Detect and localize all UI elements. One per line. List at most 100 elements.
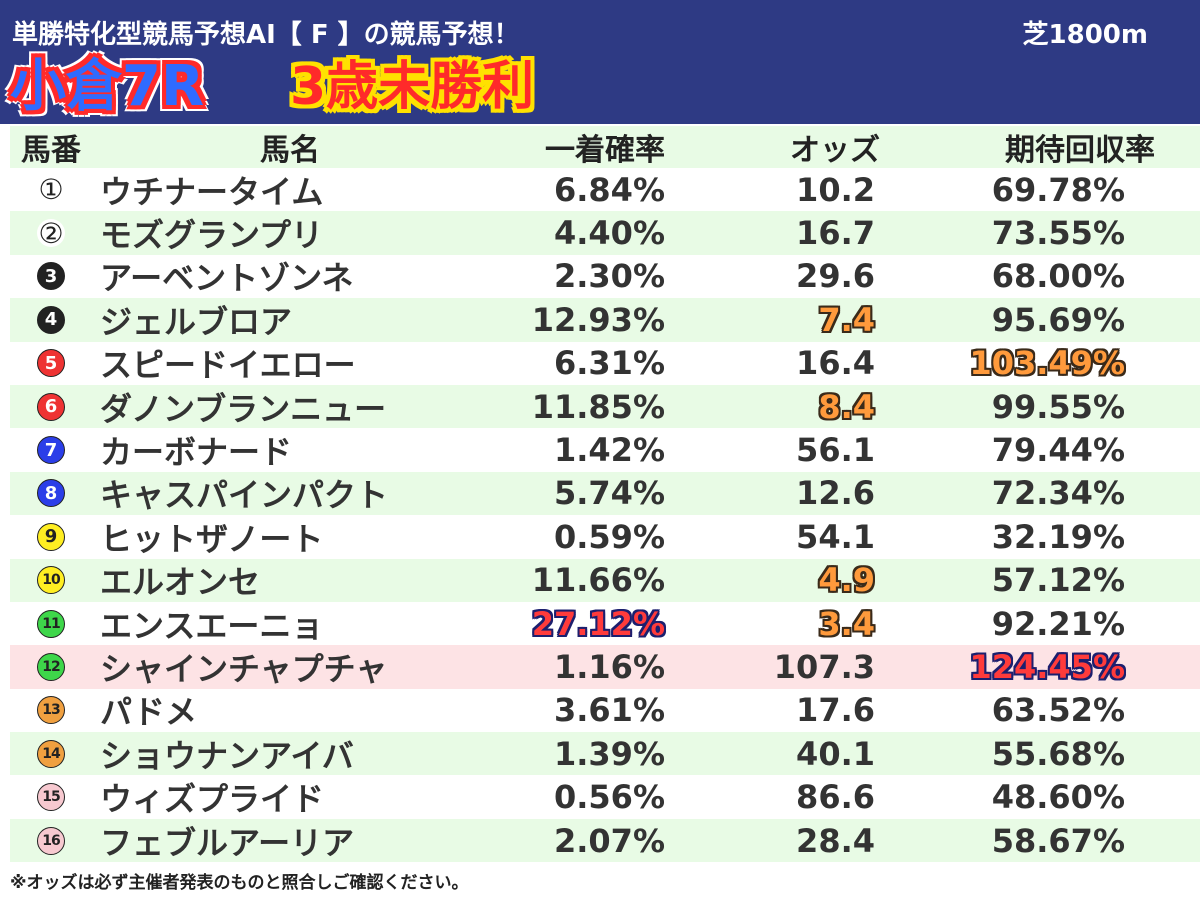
table-row: 12 シャインチャプチャ 1.16% 107.3 124.45% <box>10 645 1200 689</box>
expected-return-cell: 48.60% <box>890 775 1125 818</box>
win-probability-cell: 1.42% <box>410 428 665 471</box>
table-row: 6 ダノンブランニュー 11.85% 8.4 99.55% <box>10 384 1200 429</box>
horse-name-cell-value: ジェルブロア <box>100 302 293 341</box>
win-probability-cell-value: 4.40% <box>553 214 665 253</box>
odds-cell-value: 4.9 <box>818 561 875 600</box>
horse-number-badge: 7 <box>37 436 65 465</box>
horse-number-cell: 13 <box>10 689 92 732</box>
odds-cell: 56.1 <box>670 428 875 471</box>
horse-name-cell: ジェルブロア <box>100 298 500 341</box>
expected-return-cell: 57.12% <box>890 559 1125 602</box>
odds-cell-value: 28.4 <box>796 821 875 860</box>
table-header-row: 馬番 馬名 一着確率 オッズ 期待回収率 <box>10 126 1200 168</box>
win-probability-cell: 12.93% <box>410 298 665 341</box>
win-probability-cell: 1.39% <box>410 732 665 775</box>
win-probability-cell: 0.56% <box>410 775 665 818</box>
expected-return-cell-value: 69.78% <box>991 170 1125 209</box>
win-probability-cell: 0.59% <box>410 515 665 558</box>
column-header-expected-return: 期待回収率 <box>1005 133 1155 168</box>
win-probability-cell-value: 1.39% <box>553 734 665 773</box>
horse-name-cell-value: フェブルアーリア <box>100 823 355 862</box>
odds-cell-value: 56.1 <box>796 431 875 470</box>
odds-cell-value: 12.6 <box>796 474 875 513</box>
horse-name-cell: アーベントゾンネ <box>100 255 500 298</box>
win-probability-cell-value: 0.56% <box>553 778 665 817</box>
odds-cell: 29.6 <box>670 255 875 298</box>
odds-cell-value: 7.4 <box>818 300 875 339</box>
expected-return-cell-value: 68.00% <box>991 257 1125 296</box>
table-row: 5 スピードイエロー 6.31% 16.4 103.49% <box>10 341 1200 385</box>
odds-cell: 12.6 <box>670 472 875 515</box>
horse-number-cell: 16 <box>10 819 92 862</box>
horse-number-cell: ① <box>10 168 92 211</box>
race-class-label: 3歳未勝利 <box>290 57 535 117</box>
expected-return-cell: 69.78% <box>890 168 1125 211</box>
horse-number-badge: 9 <box>37 522 65 551</box>
table-row: 8 キャスパインパクト 5.74% 12.6 72.34% <box>10 471 1200 516</box>
odds-cell: 7.4 <box>670 298 875 341</box>
horse-number-badge: 13 <box>37 696 65 725</box>
odds-cell: 16.4 <box>670 342 875 385</box>
win-probability-cell: 11.85% <box>410 385 665 428</box>
horse-name-cell: ショウナンアイバ <box>100 732 500 775</box>
table-row: 11 エンスエーニョ 27.12% 3.4 92.21% <box>10 601 1200 646</box>
horse-name-cell: カーボナード <box>100 428 500 471</box>
expected-return-cell-value: 124.45% <box>969 647 1125 686</box>
odds-cell-value: 107.3 <box>773 647 875 686</box>
horse-number-badge: 16 <box>37 826 65 855</box>
horse-name-cell: シャインチャプチャ <box>100 645 500 688</box>
odds-cell-value: 29.6 <box>796 257 875 296</box>
odds-cell: 17.6 <box>670 689 875 732</box>
table-row: 13 パドメ 3.61% 17.6 63.52% <box>10 688 1200 733</box>
odds-cell: 107.3 <box>670 645 875 688</box>
odds-cell: 54.1 <box>670 515 875 558</box>
horse-name-cell: エルオンセ <box>100 559 500 602</box>
win-probability-cell-value: 1.16% <box>553 647 665 686</box>
odds-cell-value: 86.6 <box>796 778 875 817</box>
course-label: 芝1800m <box>1022 20 1148 50</box>
table-row: 15 ウィズプライド 0.56% 86.6 48.60% <box>10 775 1200 819</box>
horse-number-cell: 15 <box>10 775 92 818</box>
horse-number-cell: 12 <box>10 645 92 688</box>
odds-cell: 40.1 <box>670 732 875 775</box>
win-probability-cell-value: 6.31% <box>553 344 665 383</box>
horse-number-cell: 8 <box>10 472 92 515</box>
win-probability-cell: 6.84% <box>410 168 665 211</box>
expected-return-cell-value: 58.67% <box>991 821 1125 860</box>
horse-number-cell: ② <box>10 211 92 254</box>
horse-name-cell-value: アーベントゾンネ <box>100 259 354 298</box>
expected-return-cell: 79.44% <box>890 428 1125 471</box>
odds-cell-value: 40.1 <box>796 734 875 773</box>
odds-cell-value: 54.1 <box>796 517 875 556</box>
win-probability-cell-value: 2.30% <box>553 257 665 296</box>
expected-return-cell: 95.69% <box>890 298 1125 341</box>
horse-number-badge: 15 <box>37 783 65 812</box>
horse-name-cell-value: キャスパインパクト <box>100 476 389 515</box>
horse-name-cell-value: スピードイエロー <box>100 346 356 385</box>
win-probability-cell-value: 3.61% <box>553 691 665 730</box>
win-probability-cell-value: 27.12% <box>531 604 665 643</box>
win-probability-cell-value: 2.07% <box>553 821 665 860</box>
table-row: 7 カーボナード 1.42% 56.1 79.44% <box>10 428 1200 472</box>
column-header-number: 馬番 <box>21 133 81 168</box>
horse-name-cell: ダノンブランニュー <box>100 385 500 428</box>
odds-disclaimer: ※オッズは必ず主催者発表のものと照合しご確認ください。 <box>10 873 469 893</box>
horse-name-cell: ウィズプライド <box>100 775 500 818</box>
odds-cell: 86.6 <box>670 775 875 818</box>
expected-return-cell-value: 55.68% <box>991 734 1125 773</box>
horse-name-cell: スピードイエロー <box>100 342 500 385</box>
expected-return-cell: 32.19% <box>890 515 1125 558</box>
win-probability-cell-value: 0.59% <box>553 517 665 556</box>
expected-return-cell: 73.55% <box>890 211 1125 254</box>
horse-number-badge: 5 <box>37 349 65 378</box>
expected-return-cell: 103.49% <box>890 342 1125 385</box>
horse-number-cell: 6 <box>10 385 92 428</box>
table-row: 4 ジェルブロア 12.93% 7.4 95.69% <box>10 298 1200 342</box>
horse-number-badge: 10 <box>37 566 65 595</box>
expected-return-cell: 72.34% <box>890 472 1125 515</box>
horse-name-cell-value: エルオンセ <box>100 563 261 602</box>
expected-return-cell: 63.52% <box>890 689 1125 732</box>
horse-number-badge: 8 <box>37 479 65 508</box>
odds-cell: 16.7 <box>670 211 875 254</box>
win-probability-cell: 3.61% <box>410 689 665 732</box>
